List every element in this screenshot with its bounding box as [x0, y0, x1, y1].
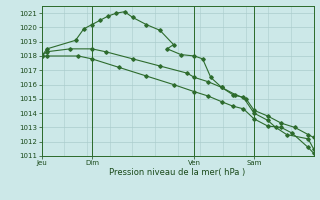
- X-axis label: Pression niveau de la mer( hPa ): Pression niveau de la mer( hPa ): [109, 168, 246, 177]
